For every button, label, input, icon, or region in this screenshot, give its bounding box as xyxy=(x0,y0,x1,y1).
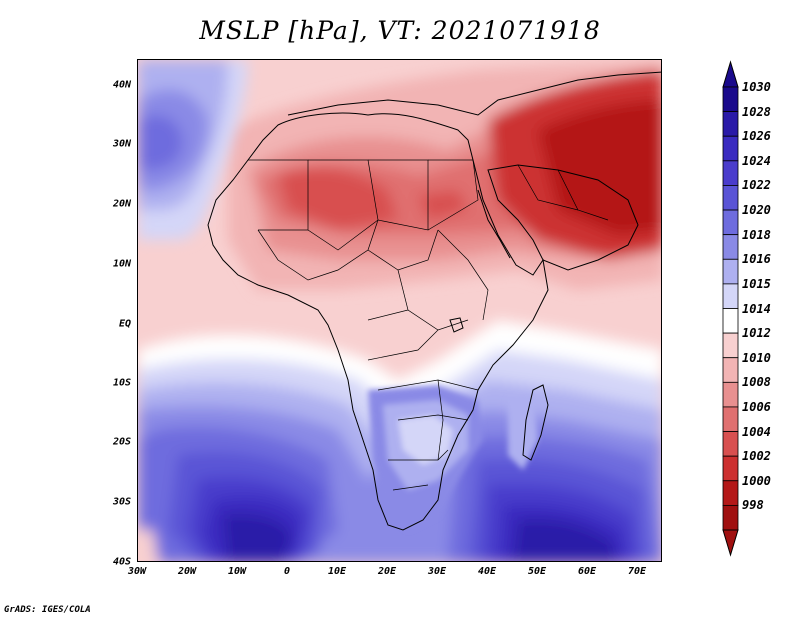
credit-text: GrADS: IGES/COLA xyxy=(4,605,91,615)
colorbar-level-label: 1030 xyxy=(742,80,771,94)
colorbar-level-label: 1000 xyxy=(742,473,771,488)
colorbar-level-label: 1026 xyxy=(742,129,771,144)
coastlines xyxy=(207,71,661,531)
y-tick-label: 20N xyxy=(112,198,131,210)
x-tick-label: 20W xyxy=(177,566,197,577)
colorbar-level-label: 1008 xyxy=(742,375,771,390)
mslp-field xyxy=(138,60,661,561)
colorbar-swatch xyxy=(722,504,739,531)
x-tick-label: 50E xyxy=(527,566,547,577)
colorbar-level-label: 1016 xyxy=(742,252,771,267)
colorbar-level-label: 1014 xyxy=(742,301,771,316)
colorbar-level-label: 1022 xyxy=(742,178,771,193)
y-tick-label: 20S xyxy=(112,436,131,448)
colorbar-level-label: 1012 xyxy=(742,326,771,341)
colorbar-swatch xyxy=(722,308,739,334)
atlantic-high-region xyxy=(138,60,248,240)
colorbar-swatch xyxy=(722,86,739,113)
map-title: MSLP [hPa], VT: 2021071918 xyxy=(199,16,601,45)
colorbar-swatch xyxy=(722,258,739,285)
colorbar-swatch xyxy=(722,135,739,162)
colorbar-max-arrow xyxy=(722,60,739,88)
y-tick-label: 10N xyxy=(112,258,131,270)
x-tick-label: 30E xyxy=(427,566,447,577)
colorbar-level-label: 1018 xyxy=(742,227,771,242)
north-low-pressure-region xyxy=(228,60,661,290)
country-borders xyxy=(248,159,609,491)
y-tick-label: 30N xyxy=(112,138,131,150)
colorbar-swatch xyxy=(722,480,739,506)
colorbar-swatch xyxy=(722,111,739,137)
colorbar-level-label: 1004 xyxy=(742,424,771,439)
colorbar-swatch xyxy=(722,160,739,186)
colorbar-level-label: 1006 xyxy=(742,399,771,414)
x-tick-label: 60E xyxy=(577,566,597,577)
colorbar-swatch xyxy=(722,406,739,432)
colorbar-swatch xyxy=(722,185,739,211)
colorbar-level-label: 998 xyxy=(742,498,764,513)
colorbar-level-label: 1024 xyxy=(742,153,771,168)
y-tick-label: 40N xyxy=(112,79,131,91)
x-tick-label: 70E xyxy=(627,566,647,577)
colorbar-level-label: 1002 xyxy=(742,449,771,464)
colorbar-swatch xyxy=(722,209,739,236)
colorbar-min-arrow xyxy=(722,529,739,557)
x-tick-label: 40E xyxy=(477,566,497,577)
colorbar-level-label: 1015 xyxy=(742,276,771,291)
x-tick-label: 10E xyxy=(327,566,347,577)
colorbar-swatch xyxy=(722,381,739,408)
y-tick-label: 30S xyxy=(112,496,131,508)
colorbar-level-label: 1020 xyxy=(742,203,771,218)
y-tick-label: 40S xyxy=(112,556,131,568)
colorbar-swatch xyxy=(722,357,739,383)
colorbar-swatch xyxy=(722,283,739,309)
x-tick-label: 0 xyxy=(283,566,291,577)
colorbar-level-label: 1010 xyxy=(742,350,771,365)
x-tick-label: 20E xyxy=(377,566,397,577)
x-tick-label: 10W xyxy=(227,566,247,577)
colorbar-swatch xyxy=(722,332,739,359)
colorbar-swatch xyxy=(722,234,739,260)
colorbar-swatch xyxy=(722,455,739,482)
colorbar-swatch xyxy=(722,431,739,457)
x-tick-label: 30W xyxy=(127,566,147,577)
map-plot-area[interactable] xyxy=(137,59,662,562)
colorbar-level-label: 1028 xyxy=(742,104,771,119)
y-tick-label: EQ xyxy=(118,318,131,330)
y-tick-label: 10S xyxy=(112,377,131,389)
